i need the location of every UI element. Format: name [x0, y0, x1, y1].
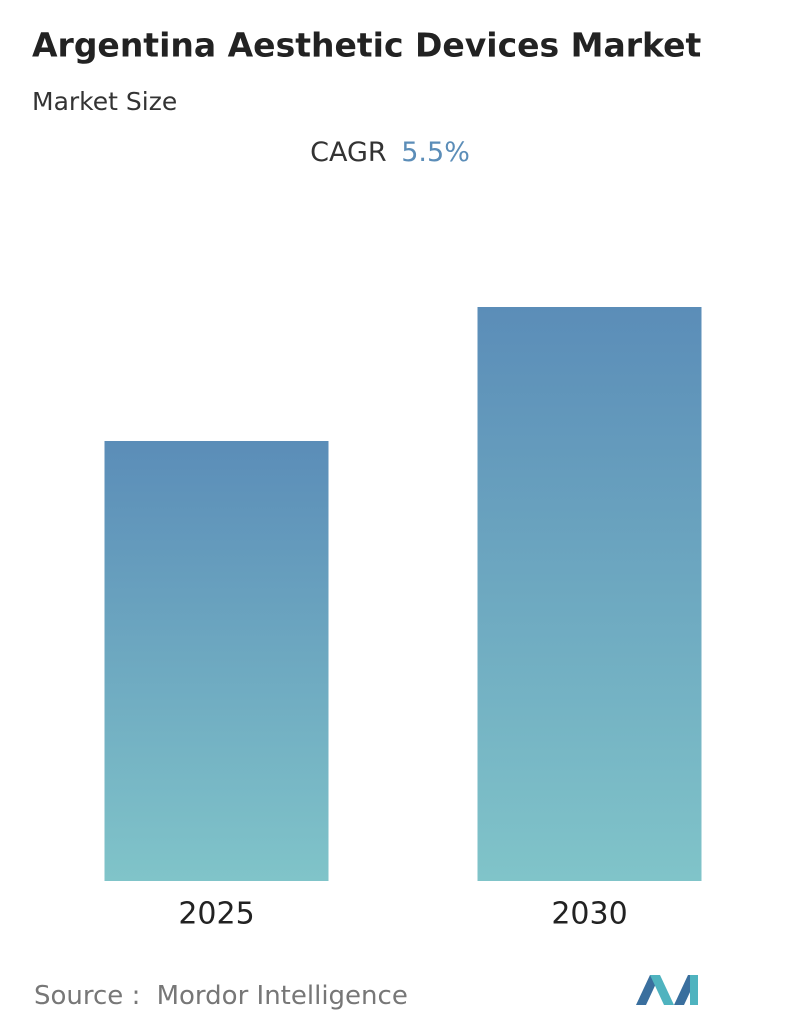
source: Source : Mordor Intelligence [34, 981, 408, 1011]
x-tick-label: 2030 [551, 897, 627, 932]
source-label: Source : [34, 981, 140, 1011]
bar [477, 307, 702, 881]
chart-title: Argentina Aesthetic Devices Market [32, 26, 701, 65]
bar [104, 441, 329, 881]
chart-subtitle: Market Size [32, 87, 177, 116]
logo [636, 975, 698, 1005]
cagr-label: CAGR [310, 137, 387, 168]
cagr: CAGR 5.5% [310, 137, 470, 168]
source-name: Mordor Intelligence [157, 981, 408, 1011]
x-tick-label: 2025 [178, 897, 254, 932]
cagr-value: 5.5% [401, 137, 470, 168]
